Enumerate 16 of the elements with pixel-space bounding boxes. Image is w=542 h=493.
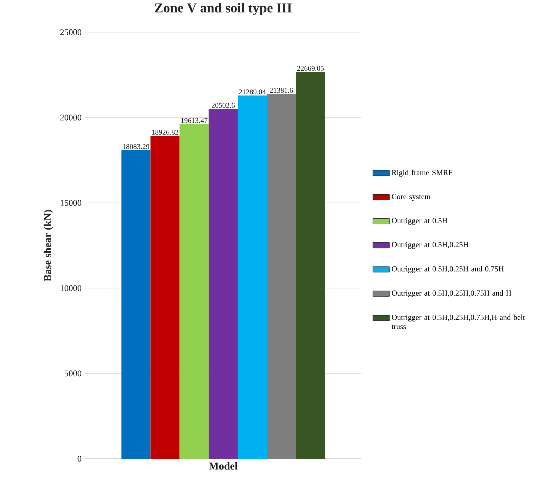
y-tick-label: 15000 (60, 200, 82, 206)
bar (122, 150, 151, 460)
bar (208, 109, 238, 460)
bar (150, 136, 180, 460)
bar (180, 124, 209, 460)
y-tick-label: 10000 (60, 285, 82, 292)
y-tick-label: 20000 (60, 114, 82, 121)
bar (238, 96, 268, 460)
y-tick-label: 5000 (65, 370, 82, 377)
bar (296, 72, 326, 460)
y-tick-label: 0 (78, 456, 82, 462)
y-axis-title: Base shear (kN) (44, 210, 54, 282)
y-tick-label: 25000 (60, 30, 82, 36)
chart-title: Zone V and soil type III (155, 3, 292, 16)
x-tick-label: Model (209, 462, 238, 470)
bar (267, 94, 296, 460)
